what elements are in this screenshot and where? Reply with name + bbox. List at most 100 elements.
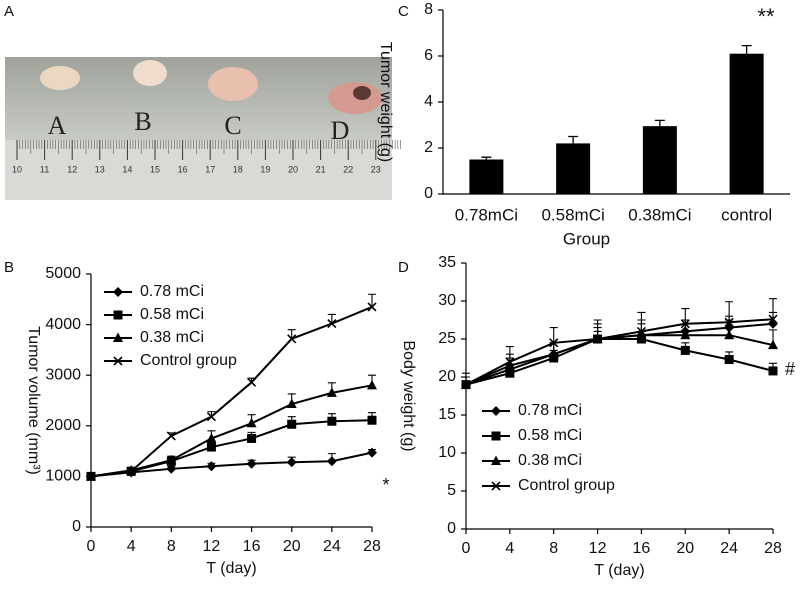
error-bar [637, 311, 646, 332]
marker [505, 357, 515, 367]
marker [504, 360, 515, 370]
error-bar [654, 119, 665, 127]
marker [327, 416, 337, 426]
y-tick-label: 10 [438, 444, 456, 461]
error-bar [549, 327, 558, 343]
panel-label: C [398, 3, 409, 20]
ruler-number: 23 [371, 164, 381, 174]
marker [126, 466, 136, 476]
bar [556, 143, 591, 194]
ruler-number: 16 [178, 164, 188, 174]
marker [206, 412, 216, 422]
photo [5, 57, 392, 200]
series-line [90, 451, 373, 478]
annotation: * [382, 475, 389, 495]
marker [246, 458, 257, 469]
marker [724, 317, 734, 327]
error-bar [287, 329, 296, 339]
x-tick-label: 24 [720, 540, 738, 557]
x-tick-label: 0.38mCi [628, 205, 691, 224]
bar [729, 53, 764, 195]
series-line [90, 305, 373, 478]
y-tick-label: 6 [424, 47, 433, 64]
legend-label: Control group [140, 352, 237, 369]
panel-label: A [4, 3, 14, 20]
marker [367, 415, 377, 425]
bar [469, 159, 504, 194]
legend-label: 0.38 mCi [518, 452, 582, 469]
error-bar [741, 45, 752, 54]
legend-marker [491, 406, 501, 416]
y-tick-label: 3000 [45, 366, 81, 383]
marker [206, 442, 216, 452]
error-bar [327, 313, 336, 324]
marker [680, 319, 690, 329]
marker [86, 471, 96, 481]
x-tick-label: 12 [589, 540, 607, 557]
legend-label: 0.78 mCi [140, 283, 204, 300]
x-tick-label: 12 [203, 538, 221, 555]
marker [166, 463, 177, 474]
x-tick-label: 8 [167, 538, 176, 555]
error-bar [481, 156, 492, 160]
marker [247, 377, 257, 387]
annotation: # [785, 359, 795, 379]
legend-label: 0.58 mCi [140, 306, 204, 323]
ruler-number: 15 [150, 164, 160, 174]
marker [326, 387, 337, 397]
ruler-number: 11 [40, 164, 49, 174]
legend-marker [491, 431, 501, 441]
legend-marker [113, 287, 123, 297]
legend-label: 0.38 mCi [140, 329, 204, 346]
x-tick-label: 4 [127, 538, 136, 555]
legend-label: 0.58 mCi [518, 427, 582, 444]
panel-label: D [398, 259, 409, 276]
tumor-necrosis [353, 86, 371, 100]
ruler-number: 14 [122, 164, 132, 174]
ruler-number: 18 [233, 164, 243, 174]
marker [768, 339, 778, 350]
y-tick-label: 5 [447, 482, 456, 499]
marker [326, 456, 337, 467]
y-tick-label: 5000 [45, 265, 81, 282]
error-bar [769, 298, 777, 320]
y-tick-label: 0 [424, 185, 433, 202]
marker [636, 329, 647, 340]
legend-label: 0.78 mCi [518, 402, 582, 419]
x-tick-label: 20 [283, 538, 301, 555]
series-line [465, 318, 774, 386]
bar [642, 126, 677, 194]
series-line [465, 334, 774, 386]
marker [286, 398, 297, 409]
error-bar [593, 319, 602, 339]
ruler-number: 12 [67, 164, 77, 174]
marker [680, 329, 691, 340]
marker [246, 417, 257, 428]
y-tick-label: 4 [424, 93, 433, 110]
y-tick-label: 15 [438, 406, 456, 423]
y-axis-label: Tumor volume (mm³) [25, 326, 42, 475]
tumor [208, 67, 258, 101]
ruler-number: 19 [260, 164, 270, 174]
annotation: ** [757, 4, 775, 29]
y-axis-label: Tumor weight (g) [377, 42, 394, 162]
error-bar [462, 372, 470, 385]
y-tick-label: 2000 [45, 417, 81, 434]
marker [287, 419, 297, 429]
y-tick-label: 8 [424, 1, 433, 18]
y-tick-label: 1000 [45, 468, 81, 485]
x-tick-label: 16 [243, 538, 261, 555]
y-tick-label: 35 [438, 254, 456, 271]
marker [636, 326, 646, 336]
marker [548, 348, 559, 359]
series-line [465, 338, 774, 386]
marker [286, 457, 297, 468]
error-bar [725, 301, 734, 323]
x-tick-label: 0 [87, 538, 96, 555]
x-tick-label: 16 [633, 540, 651, 557]
ruler [5, 140, 392, 200]
x-tick-label: 0.58mCi [541, 205, 604, 224]
legend-marker [491, 481, 501, 491]
error-bar [505, 346, 514, 362]
